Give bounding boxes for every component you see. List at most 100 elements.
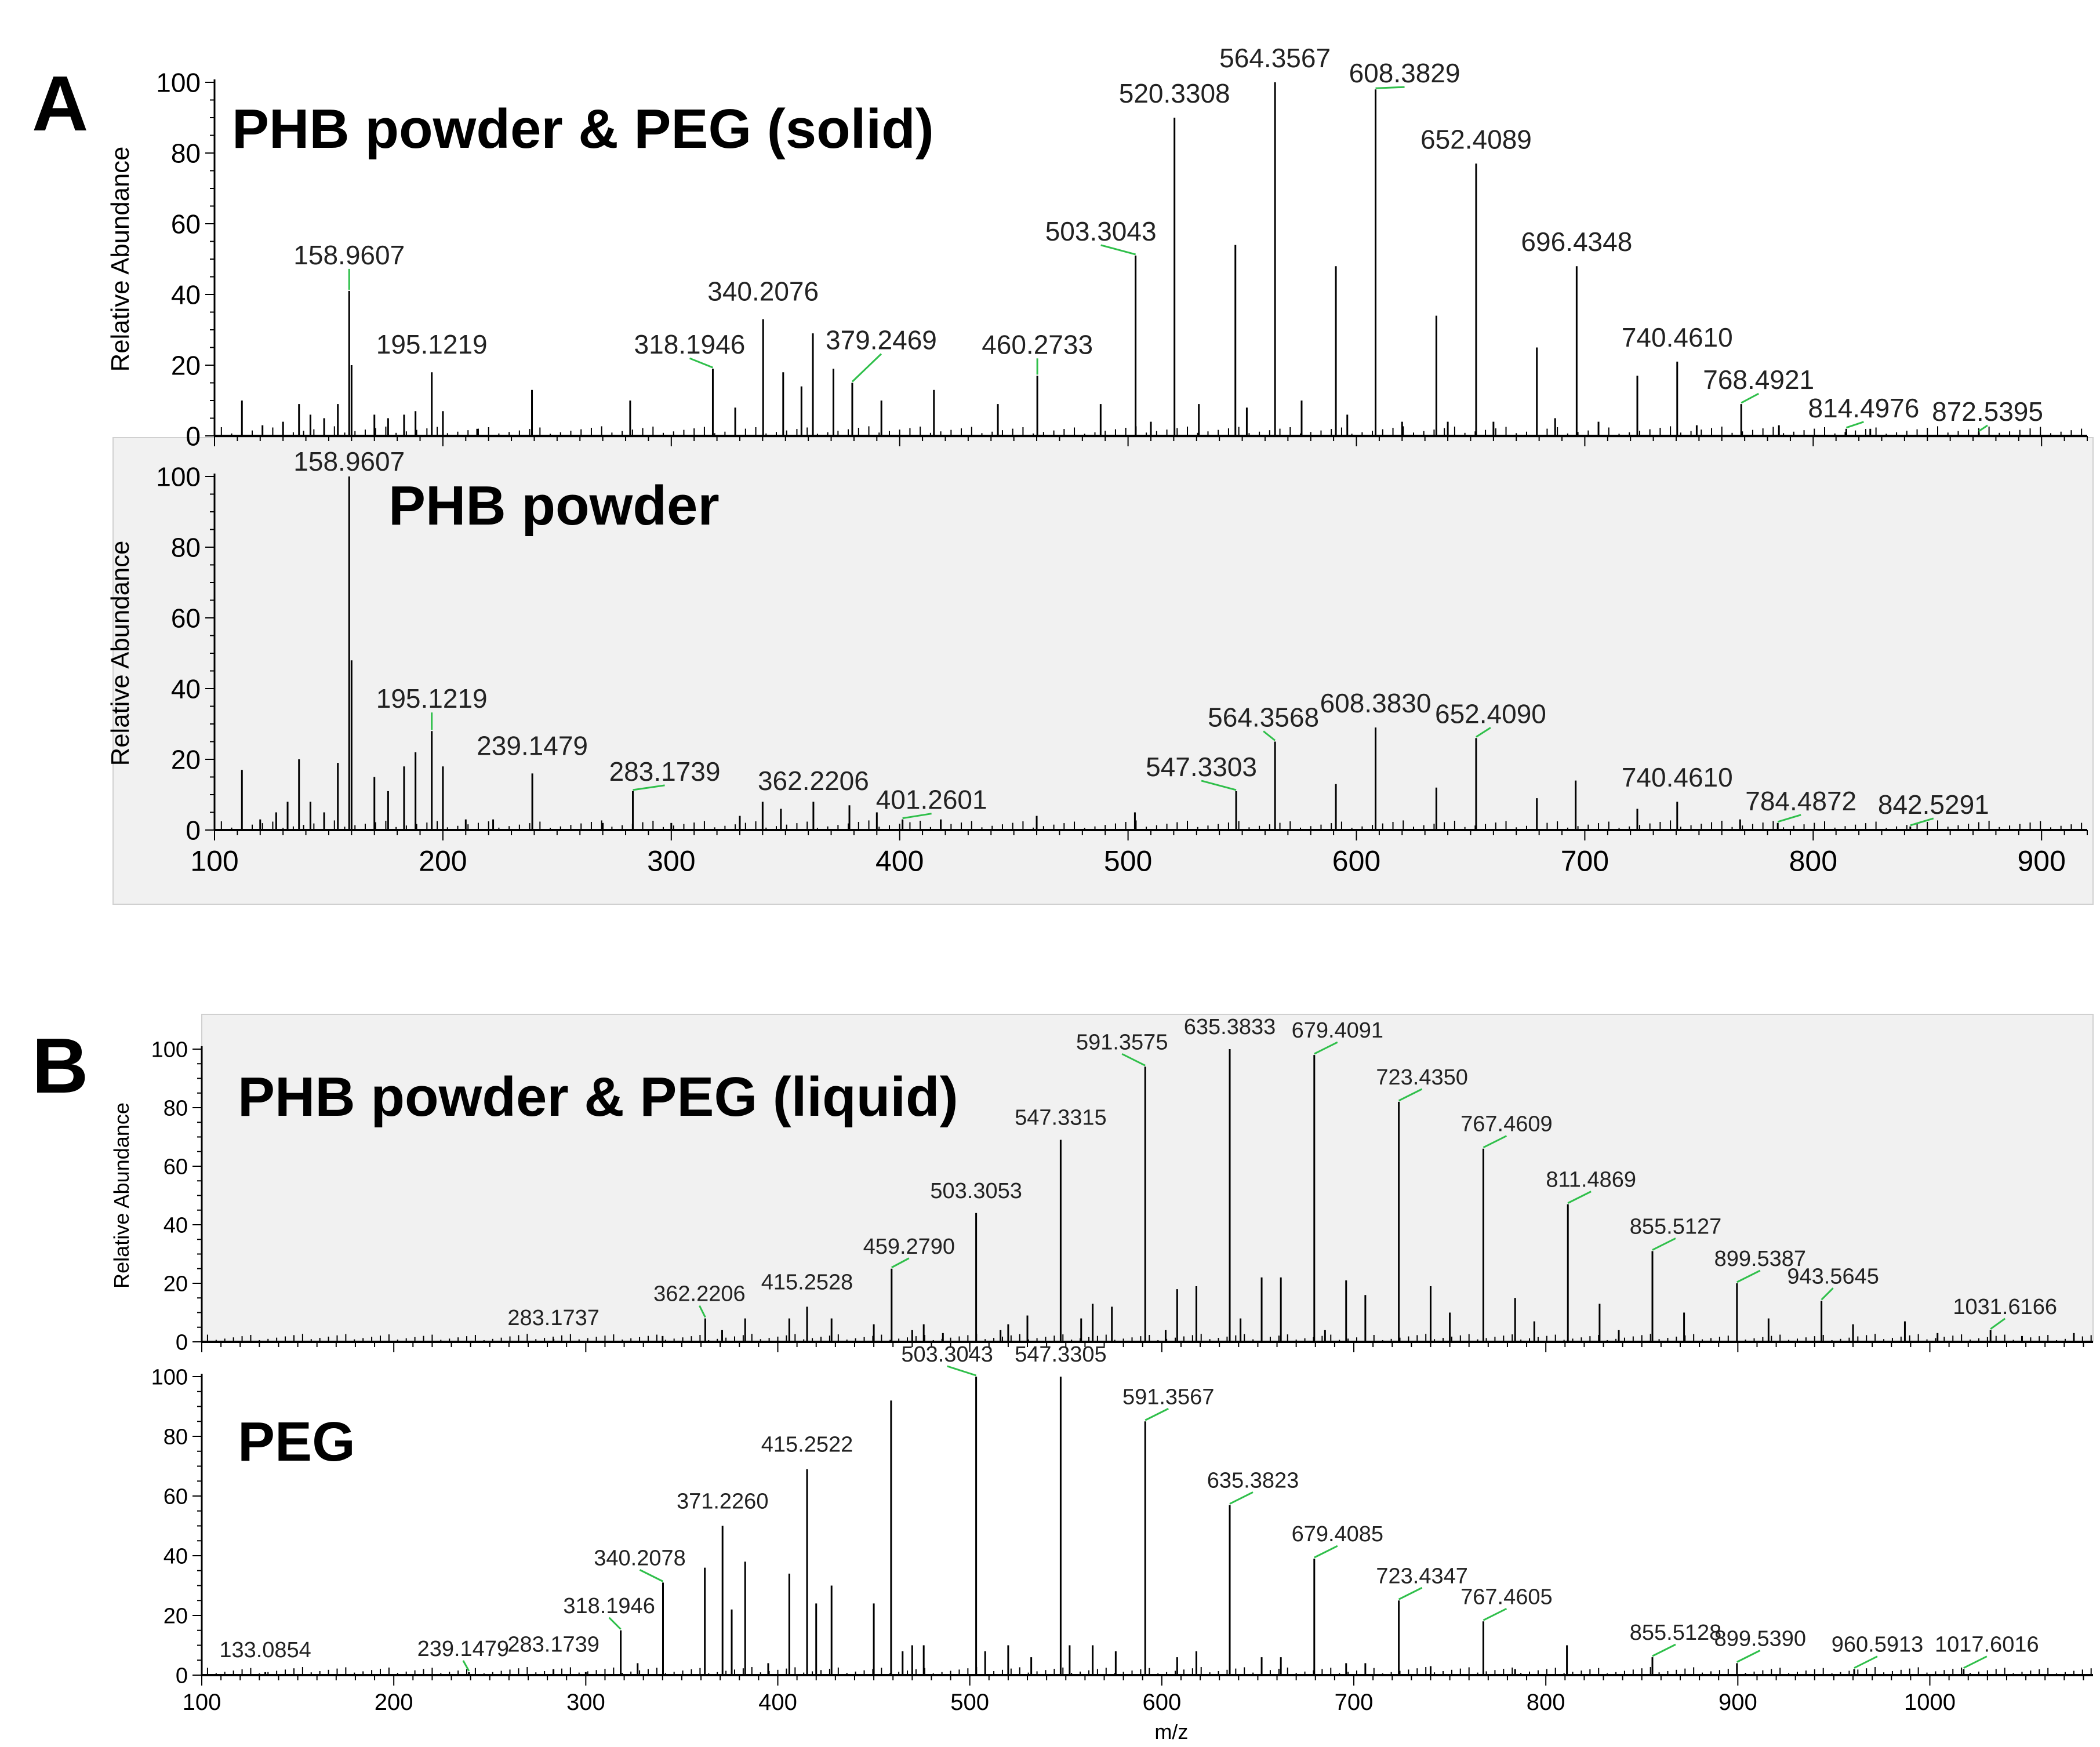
peak-label: 158.9607	[293, 240, 405, 270]
x-tick-label: 700	[1561, 845, 1609, 878]
peak-label: 195.1219	[376, 329, 488, 359]
peak-label: 855.5128	[1630, 1621, 1722, 1645]
y-tick-label: 0	[176, 1664, 188, 1688]
label-leader	[1375, 86, 1405, 89]
y-axis-title: Relative Abundance	[106, 541, 135, 766]
y-axis-title: Relative Abundance	[110, 1102, 133, 1289]
y-axis-title: Relative Abundance	[106, 147, 135, 372]
x-tick-label: 1000	[1904, 1690, 1956, 1715]
x-tick-label: 100	[183, 1690, 221, 1715]
y-tick-label: 0	[186, 816, 201, 846]
label-leader	[1990, 1317, 2006, 1330]
peak-label: 379.2469	[826, 325, 937, 355]
label-leader	[891, 1257, 910, 1269]
peak-label: 195.1219	[376, 683, 488, 714]
peak-label: 460.2733	[982, 329, 1093, 359]
label-leader	[1741, 392, 1759, 404]
peak-label: 133.0854	[219, 1638, 311, 1662]
label-leader	[689, 357, 714, 369]
peak-label: 1031.6166	[1953, 1295, 2057, 1319]
label-leader	[1121, 1053, 1146, 1067]
panel-background	[201, 1014, 2094, 1342]
peak-label: 1017.6016	[1935, 1633, 2039, 1657]
label-leader	[1963, 1655, 1988, 1669]
y-tick-label: 60	[164, 1485, 188, 1509]
spectrum-1: 0 20 40 60 80 100 Relative Abundance 158.9607 19…	[106, 43, 2088, 452]
peak-label: 696.4348	[1521, 227, 1632, 257]
label-leader	[1910, 817, 1934, 827]
peak-label: 842.5291	[1878, 789, 1989, 820]
label-leader	[1398, 1586, 1423, 1600]
x-tick-label: 400	[875, 845, 924, 878]
y-tick-label: 100	[151, 1038, 188, 1062]
label-leader	[462, 1660, 470, 1672]
label-leader	[1314, 1545, 1338, 1559]
y-tick-label: 80	[171, 139, 201, 169]
y-tick-label: 40	[164, 1214, 188, 1238]
peak-label: 564.3568	[1208, 703, 1319, 733]
x-tick-label: 300	[566, 1690, 605, 1715]
y-tick-label: 100	[156, 68, 201, 98]
peak-label: 767.4609	[1460, 1112, 1553, 1137]
y-tick-label: 60	[171, 603, 201, 634]
peak-label: 814.4976	[1808, 393, 1919, 423]
peak-label: 767.4605	[1460, 1585, 1553, 1609]
label-leader	[1229, 1491, 1254, 1505]
label-leader	[1483, 1135, 1507, 1149]
y-tick-label: 0	[176, 1331, 188, 1355]
panel-letter-b: B	[32, 1022, 89, 1109]
peak-label: 547.3315	[1015, 1106, 1107, 1130]
spectrum-title: PHB powder	[388, 475, 720, 537]
peak-label: 415.2528	[761, 1270, 853, 1294]
y-tick-label: 0	[186, 421, 201, 452]
y-tick-label: 20	[164, 1604, 188, 1629]
spectrum-4: 0 20 40 60 80 100 100 200 300 400 500 600 700 800 900 1…	[151, 1342, 2093, 1744]
x-tick-label: 500	[950, 1690, 989, 1715]
label-leader	[699, 1305, 706, 1318]
peak-label: 415.2522	[761, 1433, 853, 1457]
label-leader	[1652, 1238, 1676, 1251]
peak-label: 608.3829	[1349, 58, 1460, 88]
x-tick-label: 600	[1142, 1690, 1181, 1715]
peak-label: 740.4610	[1622, 322, 1733, 352]
peak-label: 503.3053	[930, 1179, 1022, 1203]
peak-label: 503.3043	[1045, 216, 1157, 246]
peak-label: 899.5387	[1714, 1247, 1807, 1271]
label-leader	[1777, 814, 1801, 823]
label-leader	[947, 1365, 977, 1377]
peak-label: 679.4091	[1292, 1018, 1384, 1043]
y-tick-label: 100	[151, 1366, 188, 1390]
label-leader	[1821, 1287, 1834, 1301]
peak-label: 401.2601	[876, 785, 987, 815]
peak-label: 158.9607	[293, 446, 405, 476]
spectrum-2: 0 20 40 60 80 100 Relative Abundance 100 200 300 4…	[106, 446, 2088, 878]
peak-label: 547.3305	[1015, 1342, 1107, 1367]
label-leader	[1736, 1269, 1761, 1283]
peak-label: 340.2076	[707, 276, 819, 307]
x-tick-label: 800	[1527, 1690, 1565, 1715]
peak-label: 318.1946	[634, 329, 746, 359]
peak-label: 723.4347	[1376, 1564, 1468, 1588]
y-tick-label: 80	[171, 533, 201, 563]
peak-label: 318.1946	[563, 1594, 655, 1618]
label-leader	[1736, 1650, 1761, 1663]
peak-label: 459.2790	[863, 1235, 955, 1259]
label-leader	[1652, 1643, 1676, 1657]
y-tick-label: 60	[171, 209, 201, 239]
spectrum-3: 0 20 40 60 80 100 Relative Abundance 283.1737 36…	[110, 1015, 2093, 1355]
peak-label: 340.2078	[594, 1546, 686, 1570]
peak-label: 652.4090	[1435, 698, 1546, 729]
x-tick-label: 600	[1332, 845, 1380, 878]
x-tick-label: 500	[1104, 845, 1152, 878]
peak-label: 520.3308	[1119, 78, 1230, 108]
y-tick-label: 80	[164, 1097, 188, 1121]
peak-label: 899.5390	[1714, 1626, 1807, 1651]
label-leader	[1476, 727, 1491, 738]
label-leader	[1854, 1655, 1878, 1669]
y-tick-label: 40	[171, 674, 201, 704]
peak-label: 362.2206	[653, 1282, 746, 1306]
label-leader	[1483, 1607, 1507, 1621]
y-tick-label: 20	[171, 351, 201, 381]
label-leader	[1145, 1407, 1169, 1421]
